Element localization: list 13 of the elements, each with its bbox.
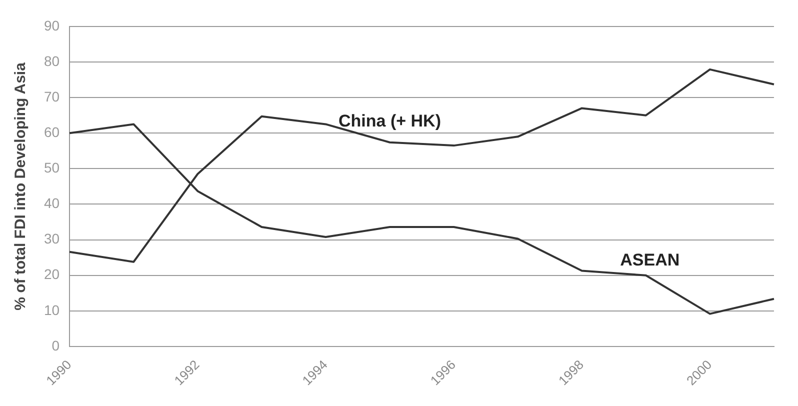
y-tick-label: 60 (44, 124, 60, 140)
series-label: ASEAN (620, 250, 680, 270)
y-tick-label: 80 (44, 52, 60, 69)
y-tick-label: 50 (44, 160, 60, 176)
series-label: China (+ HK) (338, 112, 441, 131)
y-tick-label: 30 (44, 230, 60, 247)
y-tick-label: 40 (44, 195, 60, 212)
y-tick-label: 10 (44, 302, 60, 318)
y-tick-label: 90 (44, 17, 60, 34)
y-tick-label: 70 (44, 88, 60, 104)
y-tick-label: 20 (44, 266, 60, 282)
y-tick-label: 0 (52, 337, 60, 354)
y-axis-title: % of total FDI into Developing Asia (12, 62, 30, 310)
